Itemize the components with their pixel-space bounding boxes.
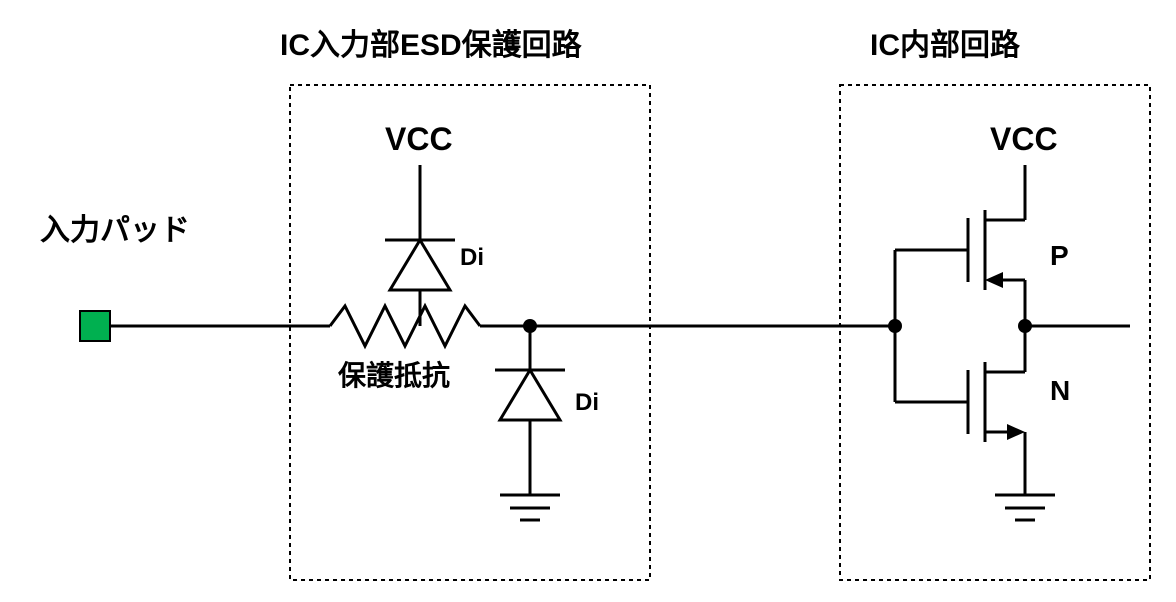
pmos-transistor <box>968 210 1025 326</box>
esd-circuit-diagram: IC入力部ESD保護回路 IC内部回路 入力パッド 保護抵抗 Di VCC Di <box>0 0 1176 602</box>
input-pad <box>80 311 110 341</box>
lower-diode <box>495 370 565 420</box>
pmos-label: P <box>1050 240 1069 271</box>
protection-resistor <box>330 306 480 346</box>
input-pad-label: 入力パッド <box>40 214 190 247</box>
resistor-label: 保護抵抗 <box>338 359 450 391</box>
nmos-label: N <box>1050 375 1070 406</box>
upper-diode-label: Di <box>460 244 484 271</box>
ground-symbol-1 <box>500 495 560 520</box>
internal-block-title: IC内部回路 <box>870 28 1021 62</box>
internal-block-box <box>840 85 1150 580</box>
lower-diode-label: Di <box>575 389 599 416</box>
esd-block-box <box>290 85 650 580</box>
vcc-label-1: VCC <box>385 121 453 157</box>
esd-block-title: IC入力部ESD保護回路 <box>280 28 583 62</box>
ground-symbol-2 <box>995 495 1055 520</box>
vcc-label-2: VCC <box>990 121 1058 157</box>
upper-diode <box>385 240 455 290</box>
nmos-transistor <box>968 326 1025 495</box>
